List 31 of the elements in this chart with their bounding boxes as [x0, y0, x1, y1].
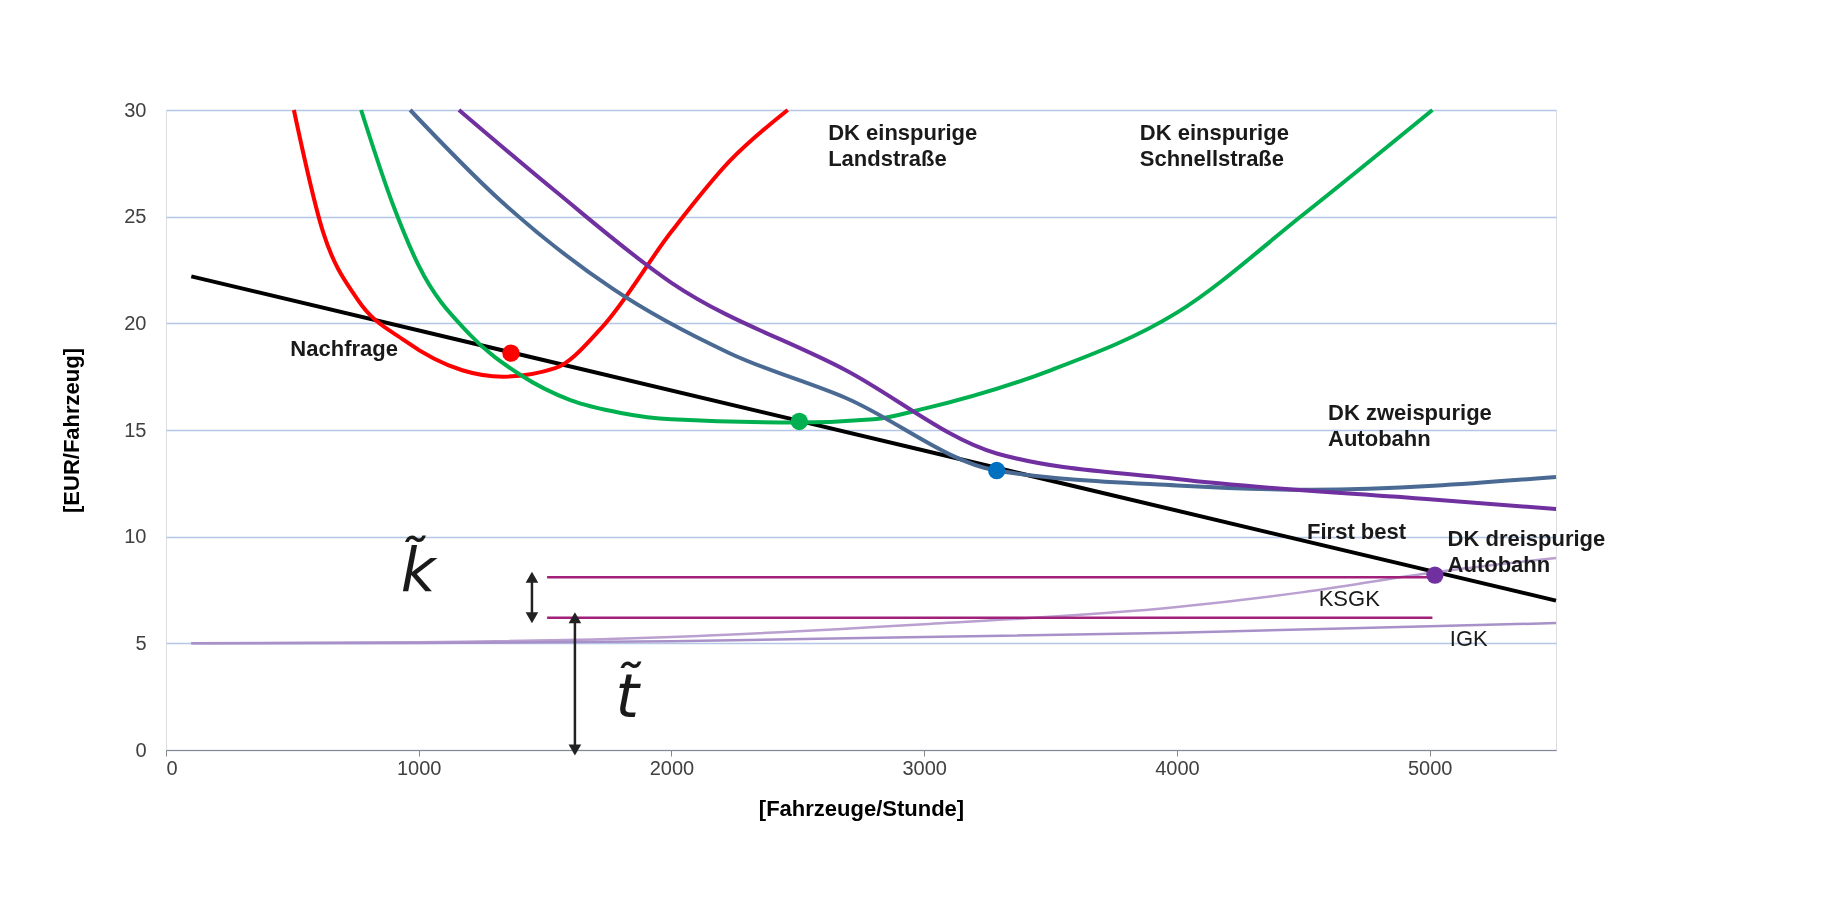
annotation: IGK [1449, 626, 1489, 652]
line-series [291, 108, 790, 379]
x-axis-title: [Fahrzeuge/Stunde] [758, 795, 965, 821]
annotation: k̃ [400, 534, 438, 605]
x-tick-label: 2000 [649, 756, 695, 779]
annotation: Nachfrage [290, 335, 398, 361]
y-tick-label: 5 [135, 631, 147, 654]
y-tick-label: 0 [135, 738, 147, 761]
point [502, 344, 520, 362]
point [1426, 566, 1444, 584]
annotation: KSGK [1318, 585, 1381, 611]
point [790, 412, 808, 431]
line-series [190, 621, 1558, 645]
point [988, 461, 1006, 480]
y-tick-label: 15 [124, 418, 147, 441]
y-tick-label: 25 [124, 205, 147, 228]
annotation: t̃ [615, 660, 642, 731]
x-tick-label: 4000 [1155, 756, 1200, 779]
x-tick-label: 3000 [902, 756, 947, 779]
y-tick-label: 10 [124, 525, 147, 548]
y-axis-title: [EUR/Fahrzeug] [59, 348, 85, 513]
y-tick-label: 30 [124, 98, 147, 121]
annotation: DK dreispurige Autobahn [1447, 525, 1606, 577]
x-tick-label: 1000 [396, 756, 442, 779]
y-tick-label: 20 [124, 311, 147, 334]
annotation: DK einspurige Landstraße [828, 120, 978, 172]
x-tick-label: 5000 [1407, 756, 1453, 779]
annotation: First best [1307, 519, 1407, 545]
annotation: DK zweispurige Autobahn [1328, 399, 1492, 451]
x-tick-label: 0 [166, 756, 178, 779]
annotation: DK einspurige Schnellstraße [1139, 120, 1289, 172]
